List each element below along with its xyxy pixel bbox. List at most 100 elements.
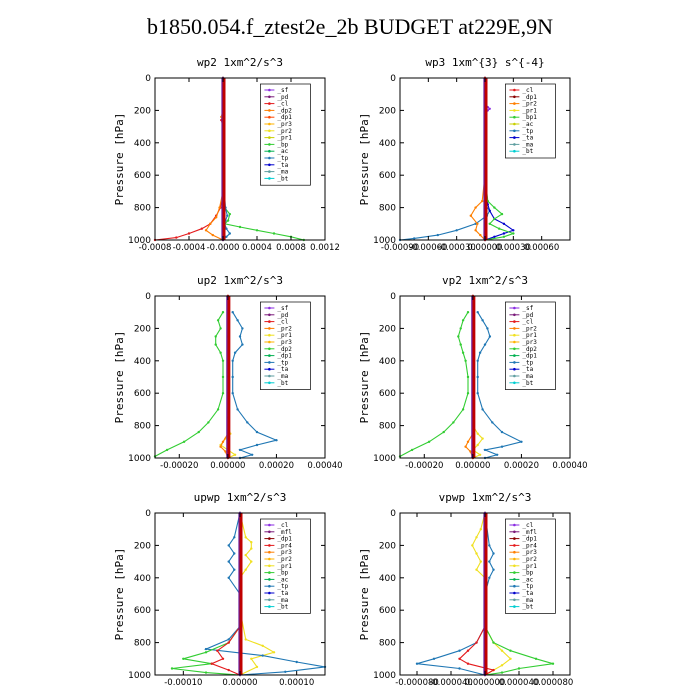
legend-marker bbox=[268, 557, 271, 561]
legend-entry: _ta bbox=[522, 366, 533, 373]
legend-marker bbox=[268, 354, 271, 357]
y-tick-label: 200 bbox=[134, 324, 151, 334]
data-point bbox=[493, 206, 496, 209]
legend-entry: _ta bbox=[277, 162, 288, 169]
data-point bbox=[466, 311, 470, 314]
legend-entry: _bt bbox=[277, 175, 288, 182]
legend-marker bbox=[268, 129, 271, 133]
legend-entry: _pr2 bbox=[277, 128, 292, 135]
legend-entry: _tp bbox=[522, 359, 533, 366]
data-point bbox=[475, 641, 478, 644]
data-point bbox=[481, 319, 484, 322]
data-point bbox=[492, 552, 495, 555]
data-point bbox=[476, 392, 479, 395]
data-point bbox=[218, 206, 221, 209]
legend-marker bbox=[513, 550, 516, 554]
data-point bbox=[275, 439, 278, 442]
y-tick-label: 400 bbox=[134, 139, 151, 149]
y-tick-label: 400 bbox=[379, 357, 396, 367]
data-point bbox=[488, 222, 491, 225]
data-point bbox=[227, 576, 230, 579]
x-tick-label: -0.000080 bbox=[395, 678, 439, 688]
data-point bbox=[246, 421, 249, 424]
data-point bbox=[502, 222, 506, 225]
legend-marker bbox=[513, 320, 516, 323]
data-point bbox=[495, 453, 499, 456]
data-point bbox=[469, 214, 472, 217]
data-point bbox=[221, 392, 225, 395]
y-tick-label: 800 bbox=[379, 204, 396, 214]
legend-entry: _pr1 bbox=[277, 563, 292, 570]
data-point bbox=[512, 232, 515, 235]
y-tick-label: 400 bbox=[379, 139, 396, 149]
legend-entry: _pr3 bbox=[277, 339, 292, 346]
data-point bbox=[241, 327, 244, 330]
data-point bbox=[500, 649, 504, 652]
series-line-2 bbox=[171, 513, 241, 676]
vp2-budget-panel: vp2 1xm^2/s^3 Pressure [hPa] 0 200 400 600 800… bbox=[358, 274, 588, 471]
series-line-1 bbox=[416, 512, 495, 676]
data-point bbox=[216, 319, 220, 322]
legend-marker bbox=[513, 340, 516, 344]
data-point bbox=[488, 576, 491, 579]
series-line-0 bbox=[154, 78, 224, 241]
x-tick-label: -0.00010 bbox=[164, 678, 202, 688]
legend-entry: _pr1 bbox=[522, 563, 537, 570]
legend-entry: _pr1 bbox=[522, 332, 537, 339]
legend-marker bbox=[268, 327, 271, 330]
legend-entry: _bt bbox=[522, 380, 533, 387]
series-line-0 bbox=[154, 311, 224, 457]
data-point bbox=[534, 657, 538, 660]
y-tick-label: 400 bbox=[134, 574, 151, 584]
data-point bbox=[227, 560, 230, 563]
legend-marker bbox=[513, 598, 516, 602]
series-line-0 bbox=[471, 512, 512, 676]
legend-entry: _ma bbox=[277, 597, 288, 604]
data-point bbox=[224, 450, 227, 453]
data-point bbox=[207, 421, 210, 424]
data-point bbox=[216, 408, 220, 411]
legend-entry: _dp2 bbox=[522, 346, 537, 353]
panel-title: vp2 1xm^2/s^3 bbox=[442, 274, 528, 287]
data-point bbox=[492, 568, 495, 571]
legend-marker bbox=[268, 122, 271, 126]
data-point bbox=[479, 528, 482, 531]
legend-marker bbox=[513, 361, 516, 364]
x-tick-label: -0.00090 bbox=[381, 243, 419, 253]
panel-title: vpwp 1xm^2/s^3 bbox=[439, 491, 532, 504]
data-point bbox=[455, 229, 458, 232]
legend-marker bbox=[268, 598, 271, 602]
legend-entry: _mfl bbox=[277, 529, 292, 536]
data-point bbox=[488, 335, 492, 338]
legend-entry: _ma bbox=[277, 373, 288, 380]
legend-marker bbox=[513, 347, 516, 351]
legend-entry: _ta bbox=[277, 366, 288, 373]
x-tick-label: 0.000080 bbox=[533, 678, 574, 688]
up2-budget-panel: up2 1xm^2/s^3 Pressure [hPa] 0 200 400 600 800… bbox=[113, 274, 343, 471]
data-point bbox=[492, 641, 495, 644]
panel-title: wp3 1xm^{3} s^{-4} bbox=[425, 56, 544, 69]
legend-marker bbox=[513, 115, 516, 119]
legend-entry: _bp bbox=[277, 141, 288, 148]
plot-frame bbox=[154, 295, 326, 459]
y-tick-label: 800 bbox=[134, 204, 151, 214]
plot-frame bbox=[399, 295, 571, 459]
legend-entry: _bp bbox=[522, 570, 533, 577]
wp3-budget-panel: wp3 1xm^{3} s^{-4} Pressure [hPa] 0 200 400 6… bbox=[358, 56, 571, 253]
legend-entry: _pr1 bbox=[277, 332, 292, 339]
legend-entry: _cl bbox=[277, 522, 288, 529]
data-point bbox=[476, 375, 479, 379]
legend-entry: _cl bbox=[277, 319, 288, 326]
data-point bbox=[236, 319, 239, 322]
data-point bbox=[452, 421, 455, 424]
y-tick-label: 600 bbox=[134, 606, 151, 616]
data-point bbox=[226, 214, 229, 217]
data-point bbox=[498, 227, 501, 230]
data-point bbox=[474, 222, 477, 225]
data-point bbox=[476, 311, 479, 314]
data-point bbox=[475, 536, 478, 539]
legend-marker bbox=[268, 523, 271, 527]
data-point bbox=[461, 351, 465, 354]
data-point bbox=[500, 671, 504, 674]
data-point bbox=[493, 217, 496, 221]
